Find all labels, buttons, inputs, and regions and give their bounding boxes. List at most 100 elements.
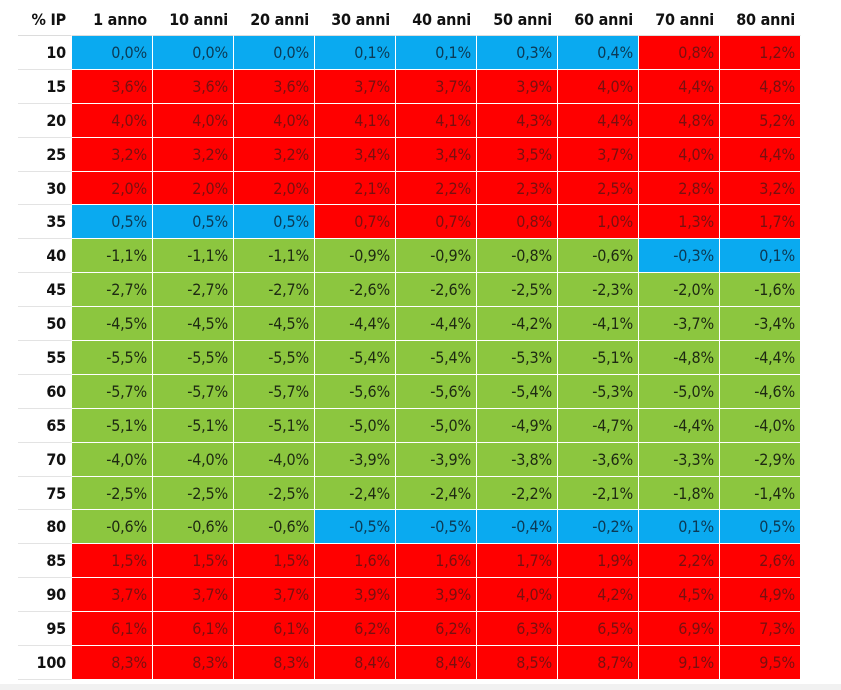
value-cell: -5,7% (153, 374, 234, 409)
value-cell: 0,1% (396, 36, 477, 70)
value-cell: -5,1% (558, 341, 639, 375)
value-cell: 8,3% (234, 646, 315, 680)
row-header: 55 (18, 341, 72, 375)
value-cell: 3,9% (396, 578, 477, 613)
column-header: 80 anni (720, 4, 801, 36)
value-cell: 8,3% (153, 646, 234, 680)
value-cell: -2,4% (315, 476, 396, 511)
value-cell: 3,2% (720, 171, 801, 206)
value-cell: 3,7% (396, 69, 477, 104)
value-cell: 6,1% (153, 612, 234, 647)
value-cell: 8,4% (396, 646, 477, 680)
value-cell: -0,5% (315, 510, 396, 545)
value-cell: 0,5% (72, 205, 153, 240)
value-cell: -0,9% (396, 239, 477, 274)
value-cell: 1,0% (558, 205, 639, 240)
value-cell: 3,7% (234, 578, 315, 613)
value-cell: 4,8% (639, 103, 720, 138)
row-header: 85 (18, 544, 72, 579)
value-cell: -2,7% (153, 273, 234, 308)
value-cell: 0,8% (477, 205, 558, 240)
table-row: 100 8,3% 8,3% 8,3% 8,4% 8,4% 8,5% 8,7% 9,1% 9,5% (18, 646, 801, 680)
value-cell: 3,7% (72, 578, 153, 613)
value-cell: -0,5% (396, 510, 477, 545)
value-cell: 7,3% (720, 612, 801, 647)
value-cell: -5,0% (639, 374, 720, 409)
value-cell: 3,2% (72, 137, 153, 172)
value-cell: 8,3% (72, 646, 153, 680)
value-cell: 2,0% (153, 171, 234, 206)
table-row: 35 0,5% 0,5% 0,5% 0,7% 0,7% 0,8% 1,0% 1,3% 1,7% (18, 205, 801, 240)
row-header: 10 (18, 36, 72, 70)
value-cell: -2,3% (558, 273, 639, 308)
value-cell: 0,7% (315, 205, 396, 240)
value-cell: -0,6% (72, 510, 153, 545)
value-cell: 2,0% (72, 171, 153, 206)
value-cell: -3,9% (396, 442, 477, 477)
value-cell: -3,8% (477, 442, 558, 477)
row-header: 50 (18, 307, 72, 342)
row-header: 30 (18, 171, 72, 206)
value-cell: 6,9% (639, 612, 720, 647)
table-row: 75 -2,5% -2,5% -2,5% -2,4% -2,4% -2,2% -2,1% -1,… (18, 476, 801, 511)
value-cell: -3,9% (315, 442, 396, 477)
table-row: 85 1,5% 1,5% 1,5% 1,6% 1,6% 1,7% 1,9% 2,2% 2,6% (18, 544, 801, 579)
column-header: 50 anni (477, 4, 558, 36)
value-cell: 4,0% (558, 69, 639, 104)
value-cell: -4,5% (153, 307, 234, 342)
value-cell: 6,3% (477, 612, 558, 647)
value-cell: -0,9% (315, 239, 396, 274)
value-cell: -5,5% (72, 341, 153, 375)
value-cell: -1,1% (72, 239, 153, 274)
value-cell: 0,0% (72, 36, 153, 70)
value-cell: -0,2% (558, 510, 639, 545)
value-cell: -5,0% (396, 408, 477, 443)
value-cell: 9,5% (720, 646, 801, 680)
row-header: 80 (18, 510, 72, 545)
value-cell: 1,5% (72, 544, 153, 579)
value-cell: 3,9% (315, 578, 396, 613)
table-row: 15 3,6% 3,6% 3,6% 3,7% 3,7% 3,9% 4,0% 4,4% 4,8% (18, 69, 801, 104)
value-cell: 0,4% (558, 36, 639, 70)
value-cell: 0,5% (720, 510, 801, 545)
row-header: 100 (18, 646, 72, 680)
row-header: 70 (18, 442, 72, 477)
value-cell: -4,8% (639, 341, 720, 375)
value-cell: 3,7% (153, 578, 234, 613)
value-cell: -2,5% (72, 476, 153, 511)
row-header: 90 (18, 578, 72, 613)
value-cell: -4,4% (720, 341, 801, 375)
column-header: 30 anni (315, 4, 396, 36)
value-cell: -4,7% (558, 408, 639, 443)
value-cell: 0,3% (477, 36, 558, 70)
value-cell: -5,4% (315, 341, 396, 375)
value-cell: 6,2% (396, 612, 477, 647)
header-row: % IP 1 anno 10 anni 20 anni 30 anni 40 anni 5… (18, 4, 801, 36)
value-cell: 9,1% (639, 646, 720, 680)
row-header: 25 (18, 137, 72, 172)
value-cell: -4,0% (153, 442, 234, 477)
value-cell: 1,6% (315, 544, 396, 579)
value-cell: 0,1% (720, 239, 801, 274)
column-header: 20 anni (234, 4, 315, 36)
column-header: 60 anni (558, 4, 639, 36)
value-cell: 3,7% (558, 137, 639, 172)
value-cell: 2,3% (477, 171, 558, 206)
value-cell: -3,6% (558, 442, 639, 477)
value-cell: -4,5% (234, 307, 315, 342)
value-cell: 1,7% (477, 544, 558, 579)
value-cell: -2,4% (396, 476, 477, 511)
row-header: 95 (18, 612, 72, 647)
row-header: 65 (18, 408, 72, 443)
value-cell: 3,9% (477, 69, 558, 104)
value-cell: 2,0% (234, 171, 315, 206)
value-cell: -5,4% (396, 341, 477, 375)
value-cell: 1,2% (720, 36, 801, 70)
value-cell: -4,9% (477, 408, 558, 443)
value-cell: -0,6% (234, 510, 315, 545)
table-row: 45 -2,7% -2,7% -2,7% -2,6% -2,6% -2,5% -2,3% -2,… (18, 273, 801, 308)
value-cell: 4,5% (639, 578, 720, 613)
value-cell: -5,6% (315, 374, 396, 409)
value-cell: -3,3% (639, 442, 720, 477)
value-cell: 4,1% (315, 103, 396, 138)
